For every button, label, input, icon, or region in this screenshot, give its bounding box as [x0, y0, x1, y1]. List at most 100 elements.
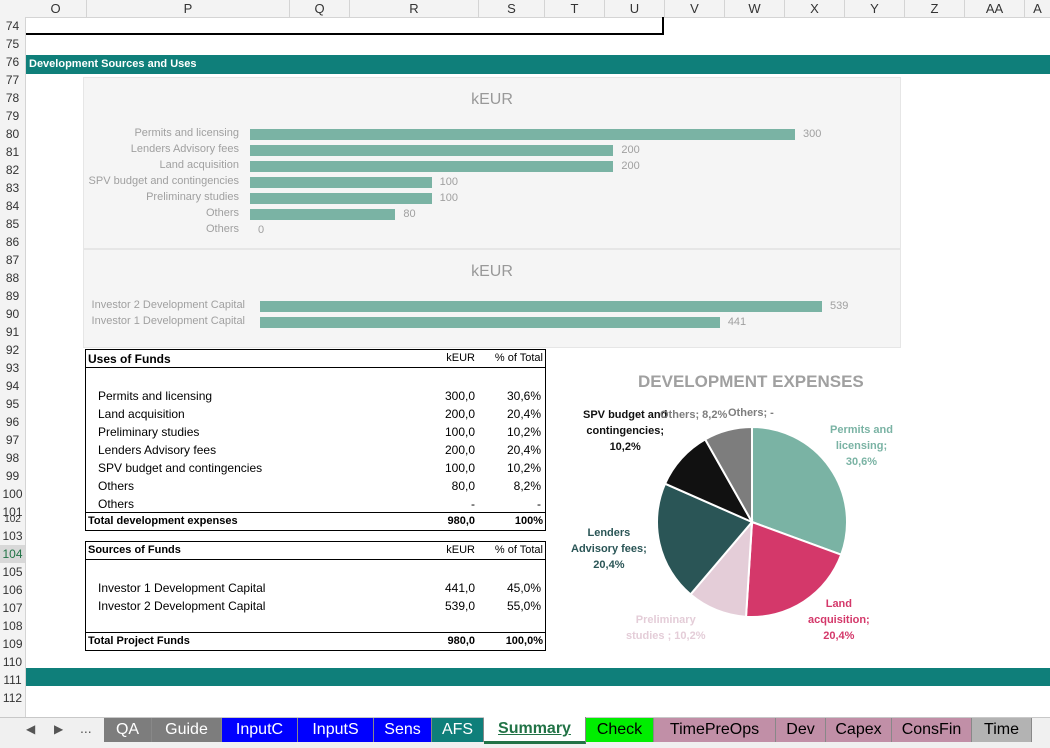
sheet-tab-summary[interactable]: Summary [484, 717, 586, 744]
uses-table-row: Others 80,0 8,2% [86, 477, 545, 495]
sheet-tab-time[interactable]: Time [972, 718, 1032, 742]
row-header-112[interactable]: 112 [2, 691, 23, 705]
uses-row-label: Lenders Advisory fees [98, 443, 217, 457]
uses-bar[interactable] [250, 193, 432, 204]
column-header-AA[interactable]: AA [965, 0, 1025, 17]
uses-bar[interactable] [250, 177, 432, 188]
row-header-80[interactable]: 80 [5, 127, 20, 141]
uses-row-keur: 80,0 [451, 479, 475, 493]
row-header-87[interactable]: 87 [5, 253, 20, 267]
row-header-102[interactable]: 102 [4, 514, 21, 525]
sheet-tab-guide[interactable]: Guide [152, 718, 222, 742]
uses-bar[interactable] [250, 129, 795, 140]
sheet-tab-consfin[interactable]: ConsFin [892, 718, 972, 742]
column-header-X[interactable]: X [785, 0, 845, 17]
row-header-96[interactable]: 96 [5, 415, 20, 429]
uses-row-label: Permits and licensing [98, 389, 213, 403]
row-header-109[interactable]: 109 [2, 637, 23, 651]
uses-bar-chart[interactable]: kEUR Permits and licensing 300 Lenders Adv… [83, 77, 901, 249]
sheet-tab-sens[interactable]: Sens [374, 718, 432, 742]
row-header-74[interactable]: 74 [5, 19, 20, 33]
pie-slice-permits[interactable] [751, 425, 848, 557]
sheet-tab-inputs[interactable]: InputS [298, 718, 374, 742]
pie-slice-land[interactable] [744, 520, 843, 618]
row-header-107[interactable]: 107 [2, 601, 23, 615]
sources-header-pct: % of Total [494, 544, 543, 556]
uses-row-keur: 200,0 [444, 407, 475, 421]
row-header-111[interactable]: 111 [3, 673, 22, 687]
row-header-104[interactable]: 104 [0, 545, 25, 563]
row-header-88[interactable]: 88 [5, 271, 20, 285]
row-header-77[interactable]: 77 [5, 73, 20, 87]
column-header-T[interactable]: T [545, 0, 605, 17]
column-header-O[interactable]: O [25, 0, 87, 17]
sources-bar-chart[interactable]: kEUR Investor 2 Development Capital 539 In… [83, 249, 901, 348]
uses-row-pct: 8,2% [513, 479, 541, 493]
row-header-106[interactable]: 106 [2, 583, 23, 597]
uses-table-row: Others - - [86, 495, 545, 513]
sheet-tab-qa[interactable]: QA [104, 718, 152, 742]
sources-header-keur: kEUR [446, 544, 475, 556]
row-header-79[interactable]: 79 [5, 109, 20, 123]
row-header-108[interactable]: 108 [2, 619, 23, 633]
row-header-85[interactable]: 85 [5, 217, 20, 231]
sheet-tab-inputc[interactable]: InputC [222, 718, 298, 742]
row-header-92[interactable]: 92 [5, 343, 20, 357]
row-header-75[interactable]: 75 [5, 37, 20, 51]
row-header-95[interactable]: 95 [5, 397, 20, 411]
tab-scroll-left-icon[interactable]: ◀ [26, 722, 36, 736]
row-header-78[interactable]: 78 [5, 91, 20, 105]
uses-bar-value: 80 [403, 208, 416, 220]
development-expenses-pie-chart[interactable] [652, 422, 852, 622]
pie-slice-lenders[interactable] [656, 482, 754, 596]
row-header-105[interactable]: 105 [2, 565, 23, 579]
row-header-86[interactable]: 86 [5, 235, 20, 249]
row-header-100[interactable]: 100 [2, 487, 23, 501]
tab-more-icon[interactable]: ... [80, 720, 92, 736]
uses-bar[interactable] [250, 209, 396, 220]
row-header-97[interactable]: 97 [5, 433, 20, 447]
sources-total-row: Total Project Funds 980,0 100,0% [86, 632, 545, 650]
uses-bar[interactable] [250, 145, 614, 156]
column-header-S[interactable]: S [479, 0, 545, 17]
row-header-110[interactable]: 110 [2, 655, 23, 669]
pie-label-land: Land acquisition; 20,4% [808, 598, 870, 642]
sources-bar[interactable] [260, 317, 720, 328]
uses-bar-value: 300 [803, 128, 822, 140]
uses-header-label: Uses of Funds [88, 352, 171, 366]
sources-bar[interactable] [260, 301, 822, 312]
column-header-U[interactable]: U [605, 0, 665, 17]
row-header-91[interactable]: 91 [5, 325, 20, 339]
row-header-76[interactable]: 76 [5, 55, 20, 69]
sheet-tab-capex[interactable]: Capex [826, 718, 892, 742]
row-header-99[interactable]: 99 [5, 469, 20, 483]
column-header-Z[interactable]: Z [905, 0, 965, 17]
uses-bar[interactable] [250, 161, 614, 172]
row-header-98[interactable]: 98 [5, 451, 20, 465]
column-header-Y[interactable]: Y [845, 0, 905, 17]
column-header-W[interactable]: W [725, 0, 785, 17]
sheet-tab-timepreops[interactable]: TimePreOps [654, 718, 776, 742]
row-header-83[interactable]: 83 [5, 181, 20, 195]
tab-scroll-right-icon[interactable]: ▶ [54, 722, 64, 736]
row-header-103[interactable]: 103 [2, 529, 23, 543]
pie-label-others-2: Others; - [728, 407, 774, 419]
column-header-R[interactable]: R [350, 0, 479, 17]
sheet-tab-dev[interactable]: Dev [776, 718, 826, 742]
row-header-81[interactable]: 81 [5, 145, 20, 159]
row-header-89[interactable]: 89 [5, 289, 20, 303]
column-header-Q[interactable]: Q [290, 0, 350, 17]
sheet-tab-afs[interactable]: AFS [432, 718, 484, 742]
column-header-P[interactable]: P [87, 0, 290, 17]
row-header-82[interactable]: 82 [5, 163, 20, 177]
column-header-V[interactable]: V [665, 0, 725, 17]
row-header-93[interactable]: 93 [5, 361, 20, 375]
sheet-tab-check[interactable]: Check [586, 718, 654, 742]
row-header-90[interactable]: 90 [5, 307, 20, 321]
sources-bar-value: 539 [830, 300, 849, 312]
row-header-84[interactable]: 84 [5, 199, 20, 213]
row-header-94[interactable]: 94 [5, 379, 20, 393]
row-header-101[interactable]: 101 [2, 505, 23, 519]
pie-slice-others-1[interactable] [703, 425, 753, 526]
column-header-A[interactable]: A [1033, 1, 1042, 16]
